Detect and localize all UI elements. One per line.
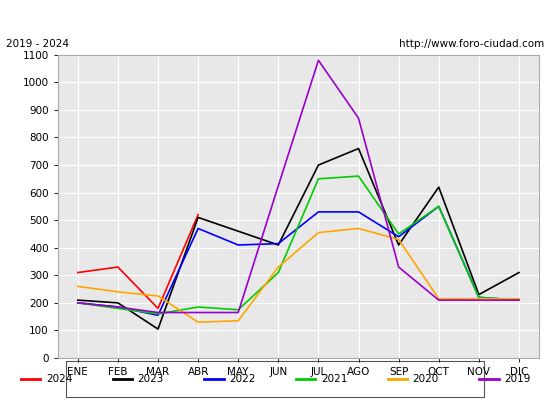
Text: 2024: 2024 [46,374,72,384]
Text: 2022: 2022 [229,374,256,384]
Text: 2021: 2021 [321,374,347,384]
Text: Evolucion Nº Turistas Nacionales en el municipio de Alange: Evolucion Nº Turistas Nacionales en el m… [70,9,480,23]
Text: 2019 - 2024: 2019 - 2024 [6,39,69,49]
Text: 2019: 2019 [504,374,531,384]
Text: http://www.foro-ciudad.com: http://www.foro-ciudad.com [399,39,544,49]
Text: 2020: 2020 [412,374,439,384]
Text: 2023: 2023 [138,374,164,384]
